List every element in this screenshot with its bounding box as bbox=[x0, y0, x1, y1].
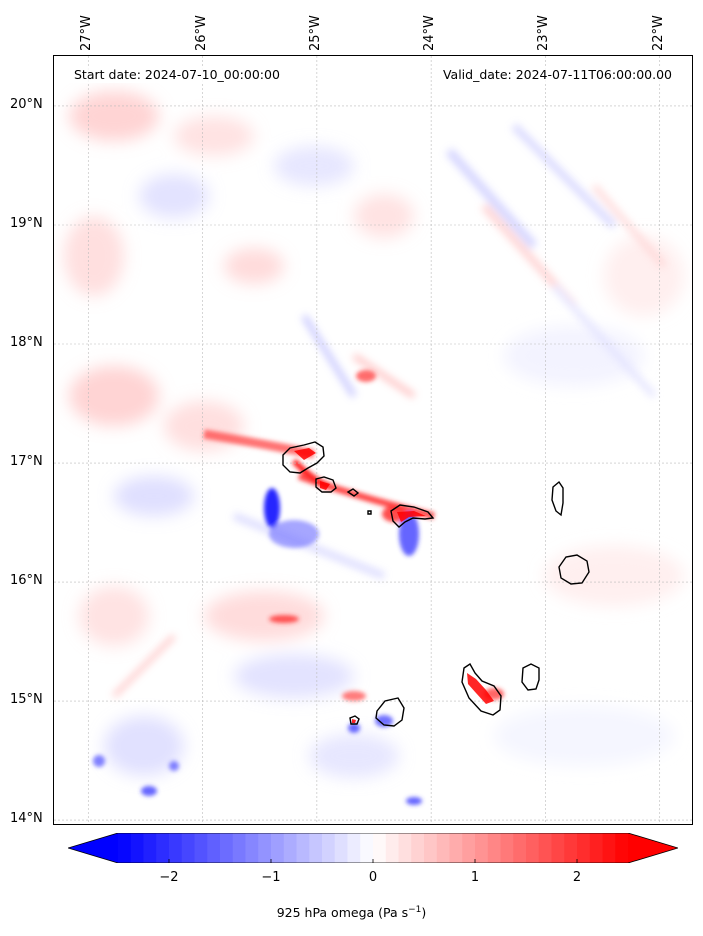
latitude-label: 15°N bbox=[10, 692, 43, 708]
colorbar-tick-label: 0 bbox=[368, 870, 378, 885]
map-panel: Start date: 2024-07-10_00:00:00 Valid_da… bbox=[53, 55, 693, 825]
colorbar-cell bbox=[436, 833, 450, 863]
colorbar-cells bbox=[68, 833, 678, 863]
island-sal bbox=[551, 480, 564, 517]
colorbar-cell bbox=[220, 833, 234, 863]
colorbar-cell bbox=[487, 833, 501, 863]
colorbar-label-close: ) bbox=[421, 905, 427, 921]
colorbar-cell bbox=[347, 833, 361, 863]
colorbar-cell bbox=[475, 833, 489, 863]
colorbar-cell bbox=[602, 833, 616, 863]
colorbar-cell bbox=[513, 833, 527, 863]
omega-noise-field bbox=[64, 91, 684, 778]
colorbar-cell bbox=[577, 833, 591, 863]
longitude-label: 25°W bbox=[307, 15, 323, 51]
colorbar-cell bbox=[156, 833, 170, 863]
colorbar-cell bbox=[500, 833, 514, 863]
colorbar-cell bbox=[398, 833, 412, 863]
colorbar-cell bbox=[283, 833, 297, 863]
island-sao-vicente bbox=[315, 476, 337, 493]
valid-date-label: Valid_date: 2024-07-11T06:00:00.00 bbox=[438, 66, 676, 83]
longitude-label: 22°W bbox=[650, 15, 666, 51]
colorbar-cell bbox=[424, 833, 438, 863]
colorbar-cell bbox=[207, 833, 221, 863]
latitude-label: 16°N bbox=[10, 573, 43, 589]
start-date-label: Start date: 2024-07-10_00:00:00 bbox=[70, 66, 284, 83]
colorbar-cell bbox=[130, 833, 144, 863]
island-brava bbox=[349, 715, 360, 725]
longitude-label: 23°W bbox=[536, 15, 552, 51]
island-fogo bbox=[375, 697, 405, 727]
latitude-label: 17°N bbox=[10, 454, 43, 470]
colorbar-cell bbox=[589, 833, 603, 863]
colorbar-cell bbox=[322, 833, 336, 863]
colorbar-cell bbox=[296, 833, 310, 863]
colorbar-cell bbox=[615, 833, 629, 863]
colorbar-cell bbox=[258, 833, 272, 863]
colorbar-cell bbox=[334, 833, 348, 863]
colorbar-cell bbox=[169, 833, 183, 863]
colorbar-extend-min bbox=[68, 833, 118, 863]
colorbar-cell bbox=[360, 833, 374, 863]
latitude-label: 18°N bbox=[10, 335, 43, 350]
colorbar-tick-label: −1 bbox=[261, 870, 281, 885]
colorbar-cell bbox=[373, 833, 387, 863]
colorbar-cell bbox=[551, 833, 565, 863]
colorbar bbox=[68, 833, 678, 863]
colorbar-tick-label: −2 bbox=[159, 870, 179, 885]
longitude-label: 26°W bbox=[193, 15, 209, 51]
colorbar-label-exponent: −1 bbox=[408, 905, 422, 915]
colorbar-cell bbox=[118, 833, 132, 863]
latitude-label: 19°N bbox=[10, 215, 43, 231]
colorbar-tick-label: 1 bbox=[470, 870, 480, 885]
colorbar-cell bbox=[271, 833, 285, 863]
island-omega-highlights bbox=[294, 448, 494, 723]
island-boa-vista bbox=[558, 554, 590, 585]
island-maio bbox=[521, 663, 540, 691]
colorbar-tick-marks bbox=[168, 859, 578, 863]
colorbar-cell bbox=[309, 833, 323, 863]
latitude-label: 14°N bbox=[10, 811, 43, 827]
island-razo bbox=[367, 510, 372, 515]
colorbar-cell bbox=[143, 833, 157, 863]
colorbar-cell bbox=[194, 833, 208, 863]
colorbar-cell bbox=[245, 833, 259, 863]
colorbar-tick-label: 2 bbox=[572, 870, 582, 885]
island-santa-luzia bbox=[346, 488, 360, 497]
colorbar-cell bbox=[232, 833, 246, 863]
longitude-label: 27°W bbox=[79, 15, 95, 51]
colorbar-cell bbox=[385, 833, 399, 863]
colorbar-extend-max bbox=[628, 833, 678, 863]
omega-strong-features bbox=[93, 370, 504, 805]
island-sao-nicolau bbox=[390, 504, 435, 528]
colorbar-label: 925 hPa omega (Pa s−1) bbox=[0, 905, 703, 920]
island-santo-antao bbox=[282, 441, 325, 474]
longitude-label: 24°W bbox=[422, 15, 438, 51]
omega-diagonal-streaks bbox=[112, 123, 667, 698]
colorbar-cell bbox=[538, 833, 552, 863]
colorbar-cell bbox=[449, 833, 463, 863]
latitude-label: 20°N bbox=[10, 96, 43, 112]
colorbar-cell bbox=[411, 833, 425, 863]
map-gridlines bbox=[54, 56, 692, 824]
colorbar-cell bbox=[462, 833, 476, 863]
omega-field-map bbox=[54, 56, 692, 824]
colorbar-cell bbox=[181, 833, 195, 863]
colorbar-label-text: 925 hPa omega (Pa s bbox=[276, 905, 409, 921]
island-santiago bbox=[461, 662, 502, 716]
colorbar-cell bbox=[526, 833, 540, 863]
colorbar-cell bbox=[564, 833, 578, 863]
coastlines bbox=[282, 441, 590, 727]
